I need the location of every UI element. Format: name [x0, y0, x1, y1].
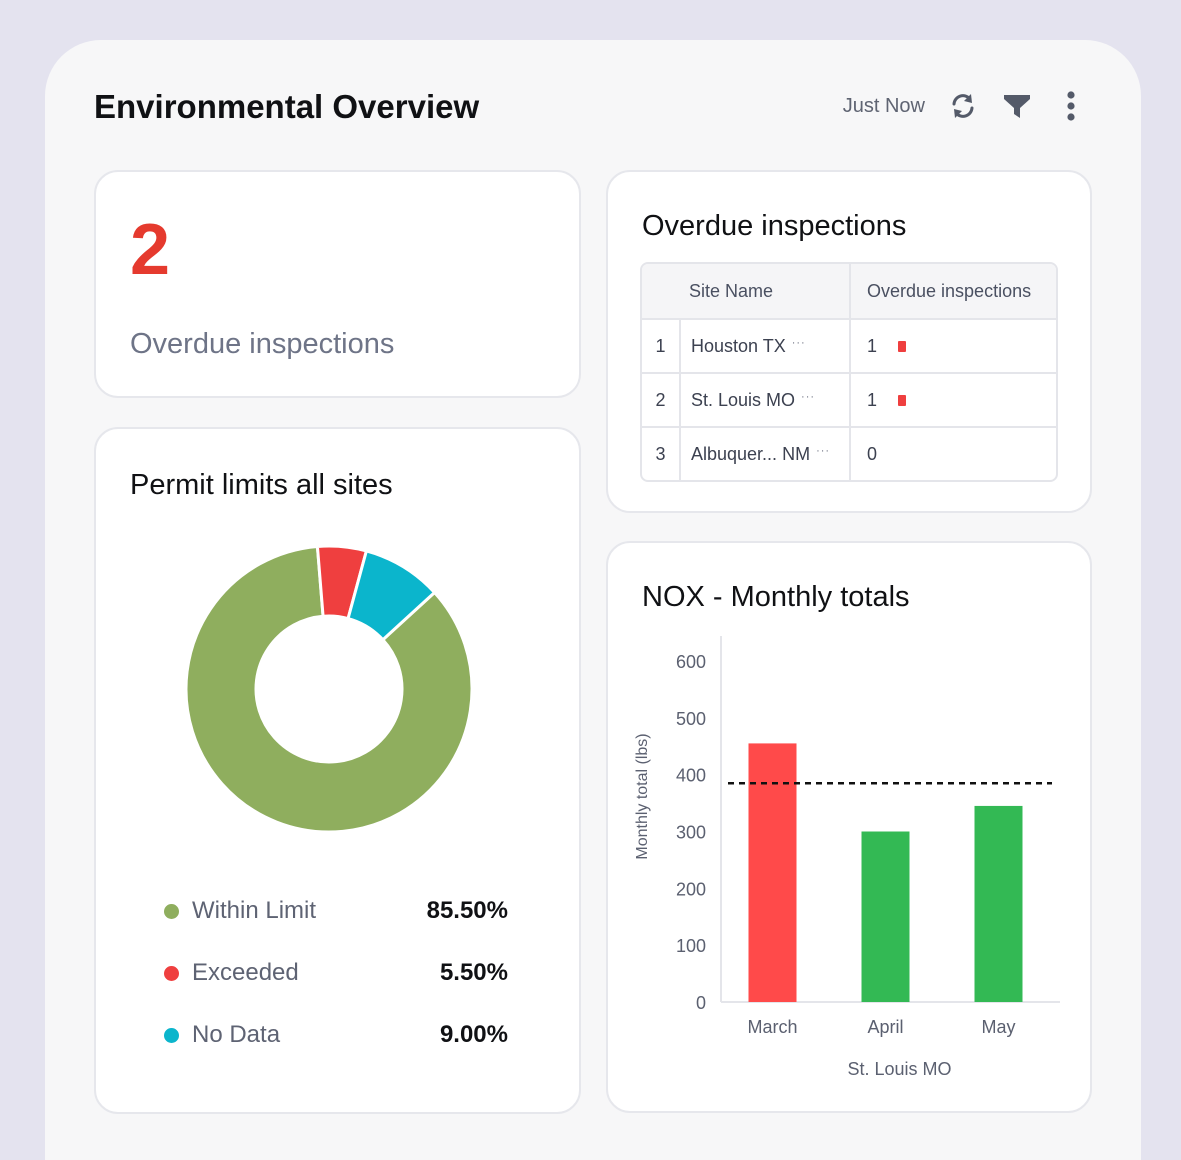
- table-body: 1 Houston TX ··· 1 2 St. Louis MO ··· 1 3 Albuque…: [642, 318, 1056, 480]
- kpi-card[interactable]: 2 Overdue inspections: [94, 170, 581, 398]
- row-index: 3: [655, 443, 666, 464]
- kpi-value: 2: [130, 210, 171, 290]
- refresh-button[interactable]: [945, 88, 981, 124]
- filter-button[interactable]: [999, 88, 1035, 124]
- site-name: St. Louis MO: [691, 389, 796, 410]
- legend-label: Within Limit: [192, 897, 317, 924]
- x-tick-label: May: [981, 1017, 1015, 1037]
- y-tick-label: 400: [676, 766, 706, 786]
- overdue-count-cell: 1: [849, 320, 1056, 372]
- overdue-count: 1: [867, 389, 878, 410]
- donut-slice-within-limit[interactable]: [184, 544, 474, 834]
- y-tick-label: 200: [676, 879, 706, 899]
- site-name: Albuquer... NM: [691, 443, 811, 464]
- x-axis-label: St. Louis MO: [847, 1059, 951, 1079]
- donut-slice-no-data[interactable]: [346, 549, 437, 642]
- x-tick-label: April: [867, 1017, 903, 1037]
- legend-item[interactable]: Within Limit 85.50%: [164, 896, 508, 926]
- nox-chart-card: NOX - Monthly totals 0 100 200 300 400 500 600…: [606, 541, 1092, 1113]
- column-header-overdue[interactable]: Overdue inspections: [849, 264, 1056, 318]
- y-tick-label: 100: [676, 936, 706, 956]
- table-header-row: Site Name Overdue inspections: [642, 264, 1056, 318]
- more-vertical-icon: [1067, 91, 1075, 121]
- site-name-cell[interactable]: Houston TX ···: [679, 320, 849, 372]
- bar-march[interactable]: [748, 743, 797, 1002]
- site-name: Houston TX: [691, 335, 786, 356]
- legend-dot-icon: [164, 903, 179, 919]
- overdue-count: 1: [867, 335, 878, 356]
- y-tick-label: 0: [696, 993, 706, 1013]
- site-name-cell[interactable]: Albuquer... NM ···: [679, 428, 849, 480]
- y-tick-label: 500: [676, 709, 706, 729]
- table-row[interactable]: 3 Albuquer... NM ··· 0: [642, 426, 1056, 480]
- header-toolbar: Just Now: [843, 88, 1089, 124]
- card-title: Permit limits all sites: [130, 469, 393, 501]
- overdue-flag-bar: [898, 340, 907, 352]
- nox-bar-chart: 0 100 200 300 400 500 600 Monthly total (lbs) Ma…: [634, 636, 1060, 1079]
- ellipsis-icon[interactable]: ···: [791, 337, 806, 349]
- row-index: 1: [655, 335, 666, 356]
- more-options-button[interactable]: [1053, 88, 1089, 124]
- legend-item[interactable]: No Data 9.00%: [164, 1020, 508, 1050]
- y-axis-label: Monthly total (lbs): [634, 733, 651, 859]
- overdue-flag-bar: [898, 394, 907, 406]
- ellipsis-icon[interactable]: ···: [801, 391, 816, 403]
- legend-item[interactable]: Exceeded 5.50%: [164, 958, 508, 988]
- ellipsis-icon[interactable]: ···: [816, 445, 831, 457]
- inspections-table: Site Name Overdue inspections 1 Houston T…: [640, 262, 1058, 482]
- legend-value: 85.50%: [426, 897, 508, 924]
- overdue-count-cell: 1: [849, 374, 1056, 426]
- card-title: NOX - Monthly totals: [642, 581, 910, 613]
- filter-icon: [1004, 95, 1030, 118]
- table-row[interactable]: 1 Houston TX ··· 1: [642, 318, 1056, 372]
- legend-label: No Data: [192, 1021, 281, 1048]
- kpi-label: Overdue inspections: [130, 328, 395, 360]
- refresh-icon: [952, 94, 974, 118]
- permit-donut-chart: [184, 544, 474, 834]
- x-tick-label: March: [747, 1017, 797, 1037]
- last-updated-label: Just Now: [842, 94, 925, 117]
- permit-limits-card: Permit limits all sites Within Limit 85.5…: [94, 427, 581, 1114]
- bar-april[interactable]: [861, 831, 910, 1003]
- y-tick-label: 300: [676, 823, 706, 843]
- page-title: Environmental Overview: [94, 88, 480, 125]
- legend-value: 9.00%: [439, 1021, 508, 1048]
- card-title: Overdue inspections: [642, 210, 907, 242]
- overdue-count: 0: [867, 443, 878, 464]
- column-header-site[interactable]: Site Name: [689, 280, 774, 301]
- site-name-cell[interactable]: St. Louis MO ···: [679, 374, 849, 426]
- inspections-table-card: Overdue inspections Site Name Overdue in…: [606, 170, 1092, 513]
- row-index: 2: [655, 389, 666, 410]
- bar-may[interactable]: [974, 805, 1023, 1002]
- legend-dot-icon: [164, 1027, 179, 1043]
- table-row[interactable]: 2 St. Louis MO ··· 1: [642, 372, 1056, 426]
- legend-value: 5.50%: [439, 959, 508, 986]
- overdue-count-cell: 0: [849, 428, 1056, 480]
- legend-label: Exceeded: [192, 959, 299, 986]
- y-tick-label: 600: [676, 652, 706, 672]
- legend-dot-icon: [164, 965, 179, 981]
